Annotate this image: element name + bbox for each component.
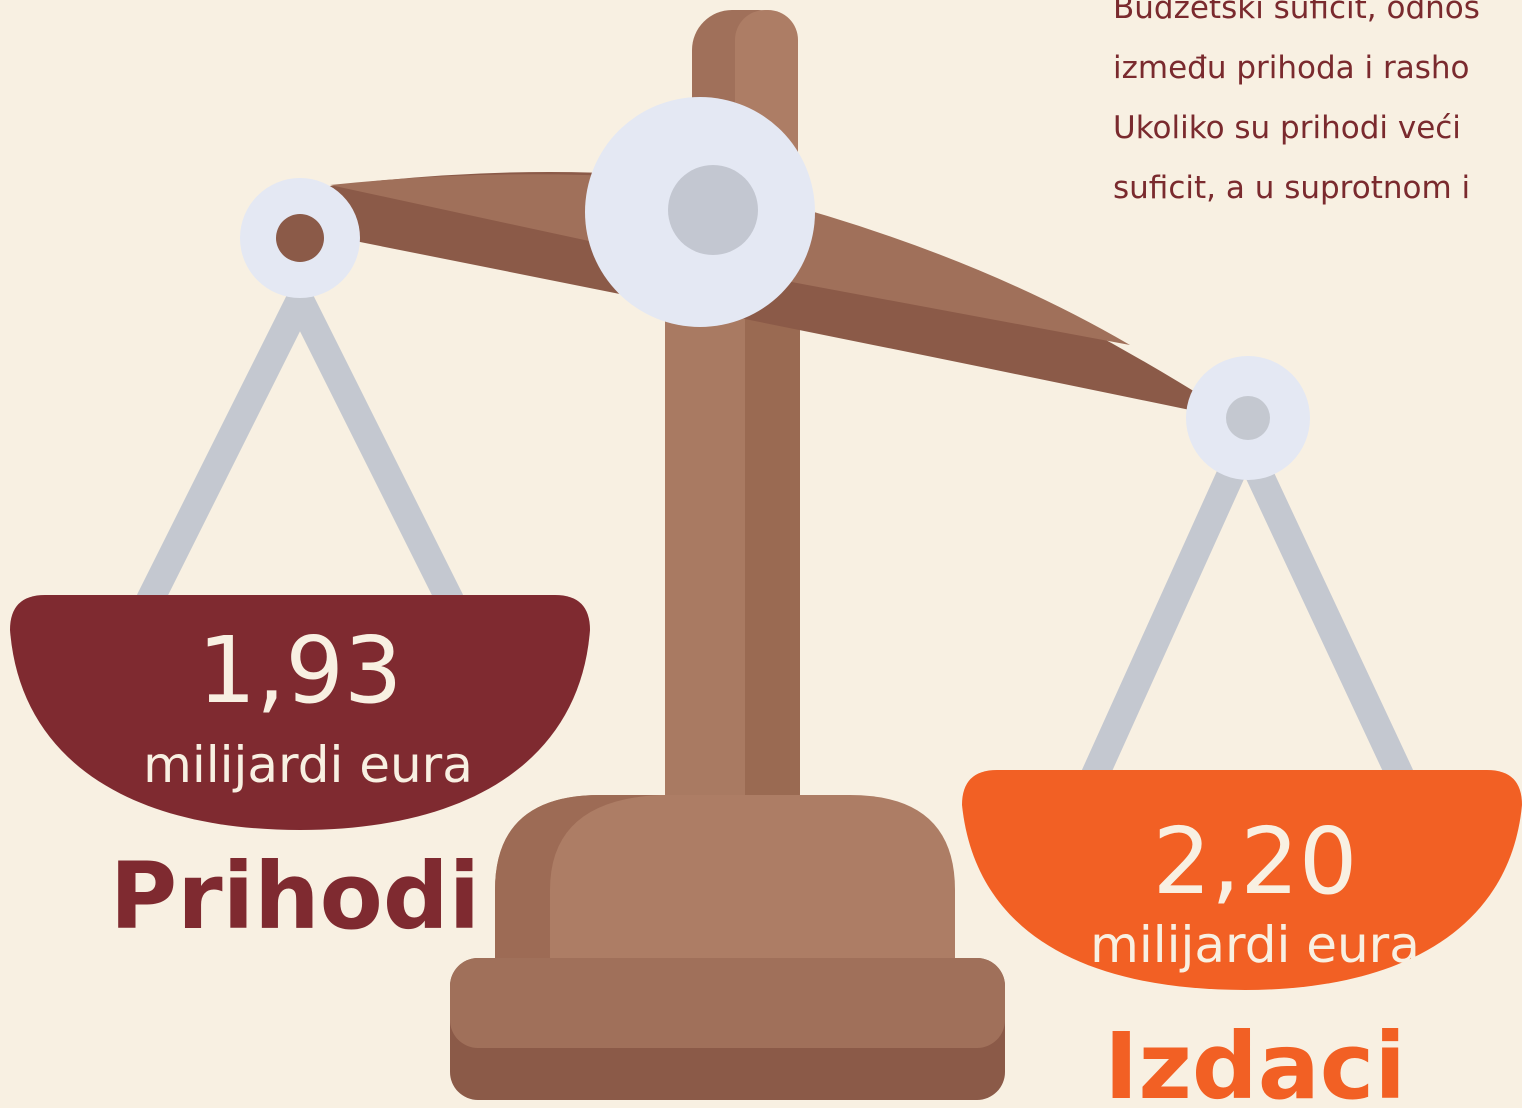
base-dome-shade: [495, 795, 660, 960]
right-pan: [962, 770, 1522, 990]
expenditure-amount: 2,20: [1153, 808, 1358, 915]
paragraph-line: suficit, a u suprotnom i: [1113, 170, 1470, 206]
revenue-label: Prihodi: [110, 843, 480, 950]
strings: [136, 286, 1414, 789]
expenditure-unit: milijardi eura: [1090, 916, 1420, 974]
expenditure-label: Izdaci: [1104, 1013, 1406, 1108]
wheel-hub: [668, 165, 758, 255]
base-plinth-top: [450, 958, 1005, 1048]
left-hinge-hole: [276, 214, 324, 262]
revenue-amount: 1,93: [198, 617, 403, 724]
pillar-shade: [745, 300, 800, 810]
base-dome: [495, 795, 955, 960]
paragraph: Budžetski suficit, odnos između prihoda …: [1113, 0, 1480, 206]
pillar: [665, 300, 745, 810]
left-pan: [10, 595, 590, 830]
paragraph-line: Budžetski suficit, odnos: [1113, 0, 1480, 26]
paragraph-line: Ukoliko su prihodi veći: [1113, 110, 1461, 146]
paragraph-line: između prihoda i rasho: [1113, 50, 1470, 86]
revenue-unit: milijardi eura: [143, 736, 473, 794]
right-hinge-hole: [1226, 396, 1270, 440]
